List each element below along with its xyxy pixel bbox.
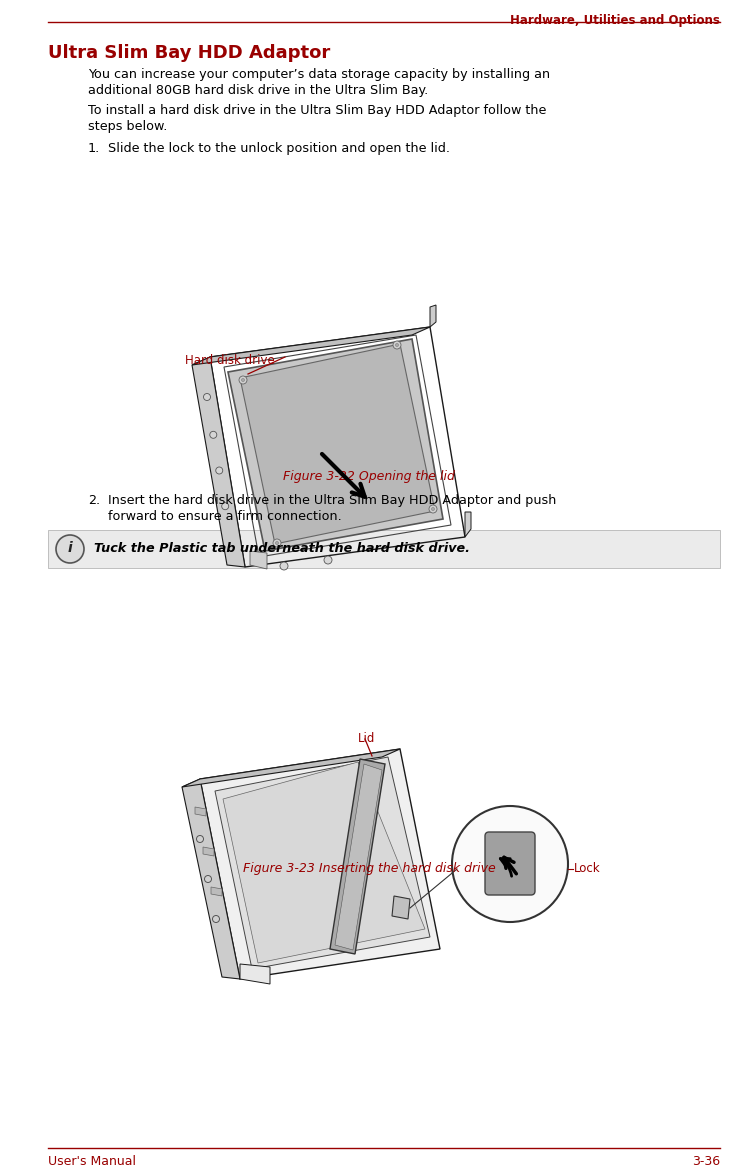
Text: Slide the lock to the unlock position and open the lid.: Slide the lock to the unlock position an…	[108, 142, 450, 155]
Circle shape	[396, 343, 399, 347]
Polygon shape	[203, 847, 214, 856]
Text: 1.: 1.	[88, 142, 100, 155]
Ellipse shape	[452, 806, 568, 922]
Text: 2.: 2.	[88, 495, 100, 507]
Circle shape	[429, 505, 437, 513]
Polygon shape	[200, 749, 440, 979]
Circle shape	[210, 431, 217, 438]
Circle shape	[215, 466, 223, 473]
Circle shape	[204, 875, 212, 883]
Text: additional 80GB hard disk drive in the Ultra Slim Bay.: additional 80GB hard disk drive in the U…	[88, 84, 428, 97]
Text: Lock: Lock	[574, 863, 601, 875]
Text: Figure 3-22 Opening the lid: Figure 3-22 Opening the lid	[283, 470, 455, 483]
Polygon shape	[192, 327, 430, 364]
Text: Tuck the Plastic tab underneath the hard disk drive.: Tuck the Plastic tab underneath the hard…	[94, 541, 470, 554]
Circle shape	[280, 563, 288, 570]
Polygon shape	[223, 762, 425, 963]
Polygon shape	[250, 551, 267, 568]
Circle shape	[221, 503, 229, 510]
Circle shape	[275, 541, 278, 545]
Circle shape	[324, 556, 332, 564]
Text: Ultra Slim Bay HDD Adaptor: Ultra Slim Bay HDD Adaptor	[48, 45, 330, 62]
Polygon shape	[195, 808, 206, 816]
Text: Figure 3-23 Inserting the hard disk drive: Figure 3-23 Inserting the hard disk driv…	[243, 861, 495, 875]
Circle shape	[56, 534, 84, 563]
Circle shape	[204, 394, 210, 401]
Text: Lid: Lid	[359, 732, 376, 745]
Polygon shape	[330, 759, 385, 954]
Circle shape	[196, 836, 204, 843]
Polygon shape	[228, 339, 443, 551]
Polygon shape	[240, 965, 270, 984]
Polygon shape	[211, 887, 222, 897]
Text: i: i	[68, 541, 72, 556]
Polygon shape	[192, 357, 245, 567]
Polygon shape	[335, 764, 382, 950]
Text: To install a hard disk drive in the Ultra Slim Bay HDD Adaptor follow the: To install a hard disk drive in the Ultr…	[88, 104, 546, 117]
Text: Insert the hard disk drive in the Ultra Slim Bay HDD Adaptor and push: Insert the hard disk drive in the Ultra …	[108, 495, 556, 507]
Text: Hard disk drive: Hard disk drive	[185, 354, 275, 367]
Circle shape	[241, 379, 244, 382]
Circle shape	[213, 915, 219, 922]
Text: Hardware, Utilities and Options: Hardware, Utilities and Options	[510, 14, 720, 27]
Text: 3-36: 3-36	[692, 1154, 720, 1168]
Text: forward to ensure a firm connection.: forward to ensure a firm connection.	[108, 510, 342, 523]
Circle shape	[239, 376, 247, 384]
Text: You can increase your computer’s data storage capacity by installing an: You can increase your computer’s data st…	[88, 68, 550, 81]
Text: steps below.: steps below.	[88, 120, 168, 132]
Polygon shape	[182, 749, 400, 788]
Circle shape	[393, 341, 401, 349]
Polygon shape	[430, 305, 436, 327]
Text: User's Manual: User's Manual	[48, 1154, 136, 1168]
FancyBboxPatch shape	[485, 832, 535, 895]
Polygon shape	[215, 757, 430, 969]
Polygon shape	[392, 897, 410, 919]
Polygon shape	[465, 512, 471, 537]
Circle shape	[432, 507, 435, 511]
Polygon shape	[240, 345, 435, 544]
Polygon shape	[182, 779, 240, 979]
FancyBboxPatch shape	[48, 530, 720, 568]
Circle shape	[273, 539, 281, 547]
